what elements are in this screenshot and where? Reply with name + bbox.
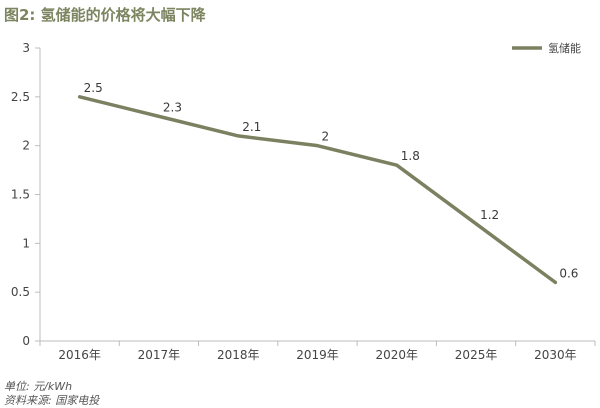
x-tick-label: 2017年 <box>138 348 181 362</box>
data-label: 1.8 <box>401 149 420 163</box>
data-label: 2.3 <box>163 100 182 114</box>
x-tick-label: 2016年 <box>58 348 101 362</box>
x-tick-label: 2019年 <box>296 348 339 362</box>
y-tick-label: 1.5 <box>11 188 30 202</box>
x-tick-label: 2030年 <box>534 348 577 362</box>
legend-label: 氢储能 <box>548 41 581 55</box>
chart-title: 图2: 氢储能的价格将大幅下降 <box>4 6 206 24</box>
series-line <box>77 95 558 285</box>
y-tick-label: 0.5 <box>11 285 30 299</box>
y-tick-label: 2.5 <box>11 90 30 104</box>
data-label: 2 <box>322 130 330 144</box>
data-label: 2.1 <box>242 120 261 134</box>
unit-note: 单位: 元/kWh <box>4 380 73 393</box>
data-label: 2.5 <box>84 81 103 95</box>
y-tick-label: 3 <box>22 41 30 55</box>
x-tick-label: 2025年 <box>455 348 498 362</box>
y-tick-label: 0 <box>22 334 30 348</box>
source-note: 资料来源: 国家电投 <box>4 394 100 407</box>
y-tick-label: 1 <box>22 236 30 250</box>
x-tick-label: 2018年 <box>217 348 260 362</box>
y-tick-label: 2 <box>22 139 30 153</box>
data-label: 1.2 <box>480 208 499 222</box>
data-label: 0.6 <box>559 266 578 280</box>
x-tick-label: 2020年 <box>376 348 419 362</box>
